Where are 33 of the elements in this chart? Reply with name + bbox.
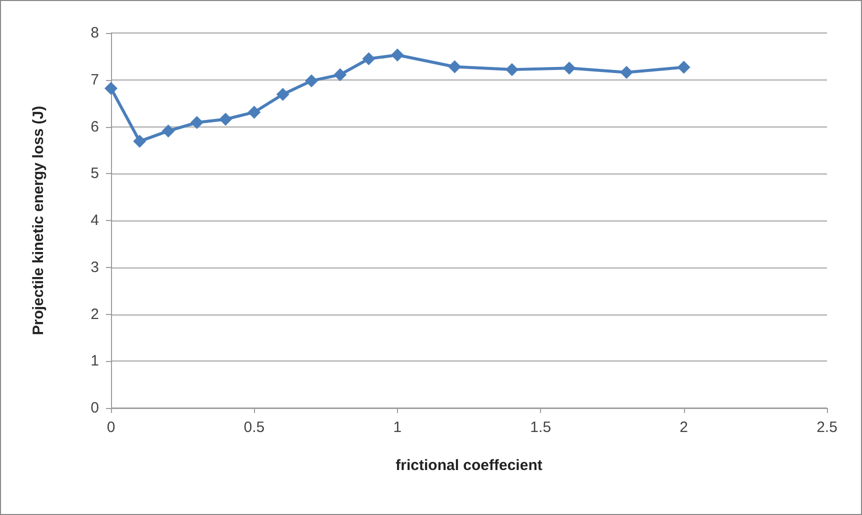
y-tick-label: 5 bbox=[90, 165, 99, 182]
y-tick-label: 2 bbox=[90, 306, 99, 323]
point bbox=[390, 48, 404, 62]
point bbox=[104, 82, 118, 95]
y-axis-title: Projectile kinetic energy loss (J) bbox=[30, 106, 47, 336]
point bbox=[276, 88, 290, 101]
x-tick-label: 2.5 bbox=[816, 419, 838, 436]
y-tick-label: 0 bbox=[90, 400, 99, 416]
point bbox=[448, 60, 462, 74]
y-tick-label: 1 bbox=[90, 352, 99, 370]
point bbox=[162, 124, 175, 138]
y-tick-label: 3 bbox=[90, 258, 99, 276]
x-tick-label: 0.5 bbox=[244, 419, 265, 436]
y-tick-label: 7 bbox=[90, 71, 99, 88]
point bbox=[505, 63, 518, 76]
point bbox=[362, 52, 376, 66]
x-tick-label: 1 bbox=[393, 419, 402, 436]
point bbox=[219, 112, 232, 126]
y-tick-label: 8 bbox=[90, 24, 99, 42]
y-tick-label: 6 bbox=[90, 118, 99, 136]
point bbox=[304, 74, 318, 88]
point bbox=[248, 106, 261, 119]
point bbox=[334, 68, 347, 82]
x-axis-title: frictional coeffecient bbox=[396, 457, 542, 474]
x-tick-label: 0 bbox=[106, 419, 116, 436]
y-tick-label: 4 bbox=[90, 212, 99, 229]
point bbox=[190, 116, 204, 130]
x-tick-label: 2 bbox=[680, 419, 688, 436]
point bbox=[677, 60, 690, 74]
point bbox=[562, 62, 576, 75]
x-tick-label: 1.5 bbox=[530, 419, 552, 436]
point bbox=[133, 134, 146, 148]
point bbox=[620, 66, 634, 79]
